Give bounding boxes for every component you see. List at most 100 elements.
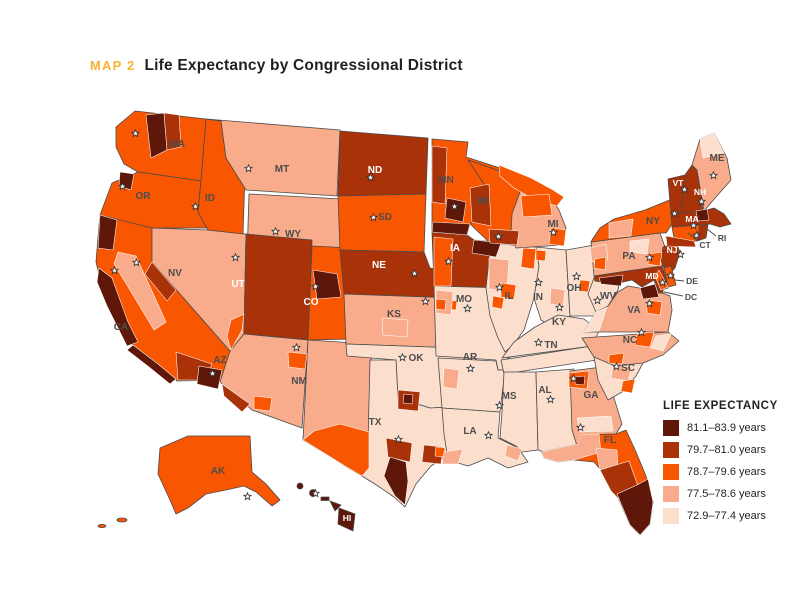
state-label-ak: AK [211,466,226,477]
state-label-ky: KY [552,317,566,328]
district-patch [312,269,342,300]
district-patch [616,478,654,536]
state-label-de: DE [686,276,698,286]
district-patch [302,423,370,477]
state-label-il: IL [505,291,514,302]
state-shape-mt [205,118,341,197]
legend-item-label: 81.1–83.9 years [687,422,766,434]
state-label-ga: GA [584,390,599,401]
state-label-az: AZ [213,355,226,366]
legend-item-label: 77.5–78.6 years [687,488,766,500]
district-patch [695,208,710,222]
district-patch [433,236,454,287]
district-patch [442,367,460,390]
legend-item-label: 72.9–77.4 years [687,510,766,522]
state-label-la: LA [463,426,476,437]
district-patch [469,183,492,227]
state-label-ct: CT [699,240,711,250]
district-patch [578,279,591,293]
state-label-me: ME [710,153,725,164]
district-patch [629,238,650,255]
district-patch [402,393,414,405]
state-shape-ak-aleutians [116,517,128,523]
state-label-nc: NC [623,335,637,346]
state-label-sd: SD [378,212,392,223]
district-patch [383,456,409,506]
district-patch [608,352,625,365]
district-patch [381,317,409,338]
state-label-sc: SC [621,363,635,374]
state-label-wv: WV [600,291,616,302]
state-shapes [95,110,732,536]
state-label-hi: HI [343,513,352,523]
state-label-ok: OK [409,353,425,364]
state-label-mt: MT [275,164,289,175]
district-patch [126,344,177,385]
district-patch [520,247,537,270]
state-shape-nd [337,130,429,197]
district-patch [549,287,566,307]
legend-item: 78.7–79.6 years [663,464,798,480]
state-shape-sd [337,193,427,253]
state-label-al: AL [538,385,551,396]
state-label-ri: RI [718,233,727,243]
map-number-kicker: MAP 2 [90,58,136,73]
state-shape-hi-molokai [320,496,330,501]
district-patch [287,351,308,370]
state-label-ia: IA [450,243,460,254]
district-patch [144,261,177,302]
legend-item: 72.9–77.4 years [663,508,798,524]
district-patch [444,197,467,223]
state-label-fl: FL [604,435,616,446]
district-patch [253,395,273,412]
district-patch [699,132,725,159]
legend-swatch-icon [663,508,679,524]
district-patch [97,214,118,251]
district-patch [634,331,655,348]
legend-item: 81.1–83.9 years [663,420,798,436]
district-patch [431,145,448,205]
leader-line-ct [687,232,699,242]
district-patch [96,267,139,347]
legend-swatch-icon [663,464,679,480]
district-patch [500,282,517,300]
map-legend: LIFE EXPECTANCY 81.1–83.9 years 79.7–81.… [663,400,798,530]
district-patch [226,313,245,351]
legend-swatch-icon [663,486,679,502]
capital-star-icon [243,492,252,500]
legend-item-label: 78.7–79.6 years [687,466,766,478]
state-label-ar: AR [463,352,478,363]
district-patch [665,235,697,248]
district-patch [113,251,167,331]
district-patch [385,437,413,463]
district-patch [504,444,523,462]
district-patch [608,218,634,239]
legend-item: 79.7–81.0 years [663,442,798,458]
state-label-nv: NV [168,268,182,279]
legend-swatch-icon [663,420,679,436]
state-label-oh: OH [567,283,582,294]
legend-title: LIFE EXPECTANCY [663,400,778,412]
state-label-dc: DC [685,292,697,302]
district-patch [196,365,223,390]
district-patch [647,251,663,267]
state-label-nj: NJ [667,245,678,255]
state-label-pa: PA [622,251,635,262]
district-patch [598,274,624,287]
state-label-ne: NE [372,260,386,271]
leader-line-ri [706,228,717,237]
state-label-wa: WA [169,139,185,150]
state-label-or: OR [136,191,152,202]
state-label-va: VA [627,305,640,316]
district-patch [221,383,251,413]
state-label-ny: NY [646,216,660,227]
state-label-in: IN [533,292,543,303]
district-patch [435,298,447,311]
state-label-co: CO [304,297,319,308]
state-label-ca: CA [114,322,128,333]
state-labels: WA OR CA NV ID MT WY UT CO AZ NM ND SD N… [114,139,726,523]
district-patch [583,306,608,333]
district-patch [520,193,553,218]
state-shape-ak-aleutians2 [97,524,107,529]
figure-title: Life Expectancy by Congressional Distric… [144,57,463,74]
